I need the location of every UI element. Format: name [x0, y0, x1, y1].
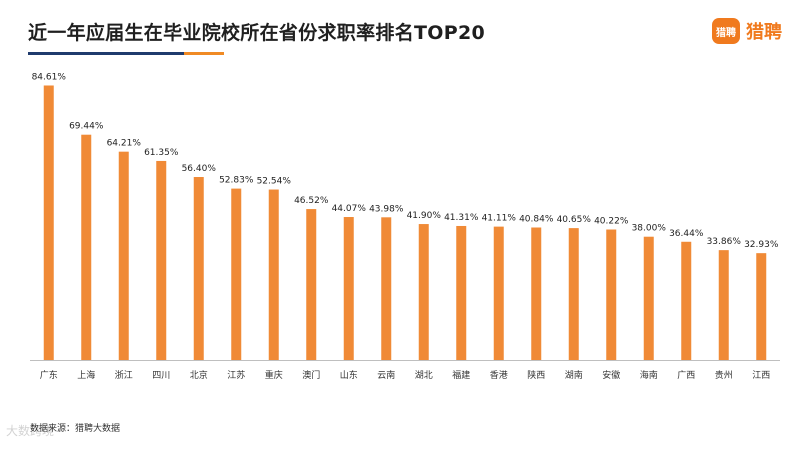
brand-logo: 猎聘 猎聘: [712, 18, 782, 44]
bar-value-label: 84.61%: [32, 72, 67, 82]
bar: [418, 224, 429, 360]
category-tick-label: 福建: [452, 369, 470, 381]
bar: [531, 227, 542, 360]
category-tick-label: 安徽: [602, 369, 620, 381]
bar: [268, 189, 279, 360]
category-tick-label: 重庆: [265, 369, 283, 381]
bar-value-label: 40.84%: [519, 214, 554, 224]
category-tick-label: 湖南: [565, 369, 583, 381]
bar: [568, 228, 579, 360]
data-source-note: 数据来源：猎聘大数据: [30, 424, 121, 434]
category-tick-label: 海南: [640, 369, 658, 381]
category-tick-label: 贵州: [715, 369, 733, 381]
bar: [493, 226, 504, 360]
bar-value-label: 38.00%: [632, 224, 667, 234]
bar: [381, 217, 392, 360]
category-tick-label: 江西: [752, 370, 770, 381]
category-tick-label: 广东: [40, 369, 58, 381]
bar: [306, 209, 317, 360]
bar-value-label: 46.52%: [294, 196, 329, 206]
bar-value-label: 52.83%: [219, 176, 254, 186]
brand-mark-icon: 猎聘: [712, 18, 740, 44]
bar-value-label: 40.65%: [557, 215, 592, 225]
category-tick-label: 云南: [377, 369, 395, 381]
bar-value-label: 41.31%: [444, 213, 479, 223]
watermark: 大数跨境: [6, 424, 55, 438]
bar-value-label: 41.11%: [482, 214, 517, 224]
bar-value-label: 44.07%: [332, 204, 367, 214]
category-tick-label: 陕西: [527, 369, 545, 381]
category-tick-label: 浙江: [115, 369, 133, 381]
bar: [43, 85, 54, 361]
bar-value-label: 41.90%: [407, 211, 442, 221]
bar-value-label: 69.44%: [69, 122, 104, 132]
bar: [118, 151, 129, 360]
bar: [718, 250, 729, 360]
chart-title: 近一年应届生在毕业院校所在省份求职率排名TOP20: [28, 22, 485, 44]
category-tick-label: 澳门: [302, 369, 320, 381]
category-tick-label: 湖北: [415, 370, 433, 381]
bar: [156, 160, 167, 360]
category-tick-label: 山东: [340, 369, 358, 381]
bar: [231, 188, 242, 360]
bar-value-label: 52.54%: [257, 177, 292, 187]
bar-value-label: 61.35%: [144, 148, 179, 158]
bar: [456, 225, 467, 360]
bar-value-label: 40.22%: [594, 217, 629, 227]
bar: [681, 241, 692, 360]
category-tick-label: 江苏: [227, 369, 245, 381]
bar: [643, 236, 654, 360]
bar-value-label: 56.40%: [182, 164, 217, 174]
bar-value-label: 33.86%: [707, 237, 742, 247]
bar-value-label: 32.93%: [744, 240, 779, 250]
bar: [606, 229, 617, 360]
category-tick-label: 四川: [152, 371, 170, 381]
category-tick-label: 北京: [190, 369, 208, 381]
bar: [343, 217, 354, 360]
bar-value-label: 36.44%: [669, 229, 704, 239]
category-tick-label: 广西: [677, 369, 695, 381]
category-tick-label: 香港: [490, 369, 508, 381]
bar-value-label: 43.98%: [369, 204, 404, 214]
bar-value-label: 64.21%: [107, 139, 142, 149]
title-underline: [28, 52, 224, 55]
bar: [81, 134, 92, 360]
bar: [756, 253, 767, 360]
brand-name: 猎聘: [746, 22, 782, 43]
title-underline-accent: [184, 52, 224, 55]
category-tick-label: 上海: [77, 369, 95, 381]
bar: [193, 177, 204, 360]
